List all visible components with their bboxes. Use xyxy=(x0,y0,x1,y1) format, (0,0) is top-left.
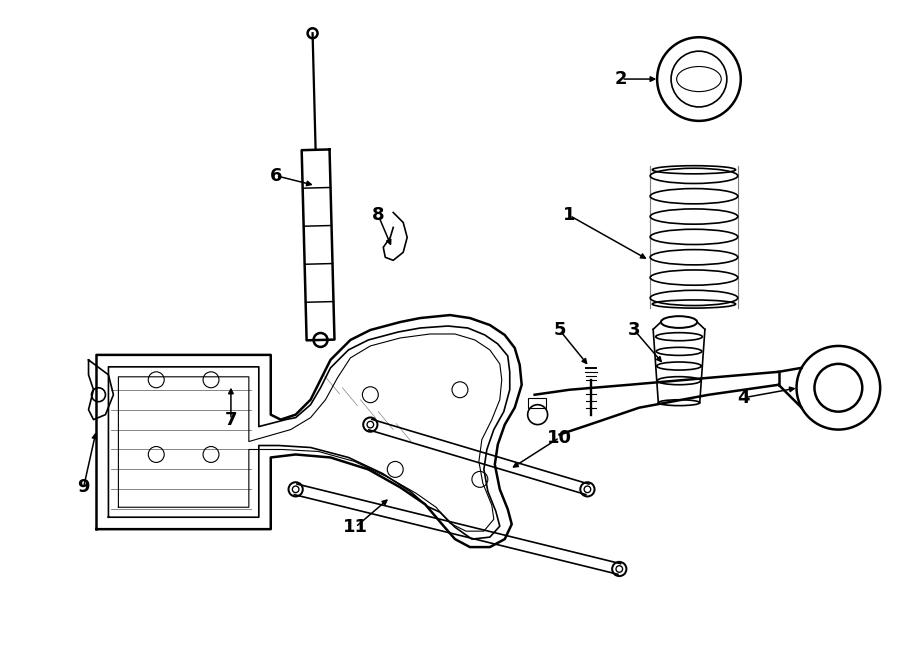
Text: 10: 10 xyxy=(547,428,572,447)
Text: 4: 4 xyxy=(737,389,750,407)
Text: 5: 5 xyxy=(554,321,566,339)
Text: 8: 8 xyxy=(372,206,384,225)
Text: 6: 6 xyxy=(269,167,282,184)
Text: 2: 2 xyxy=(615,70,627,88)
Text: 7: 7 xyxy=(225,410,238,428)
Text: 11: 11 xyxy=(343,518,368,536)
Text: 3: 3 xyxy=(628,321,641,339)
Text: 1: 1 xyxy=(563,206,576,225)
Text: 9: 9 xyxy=(77,479,90,496)
